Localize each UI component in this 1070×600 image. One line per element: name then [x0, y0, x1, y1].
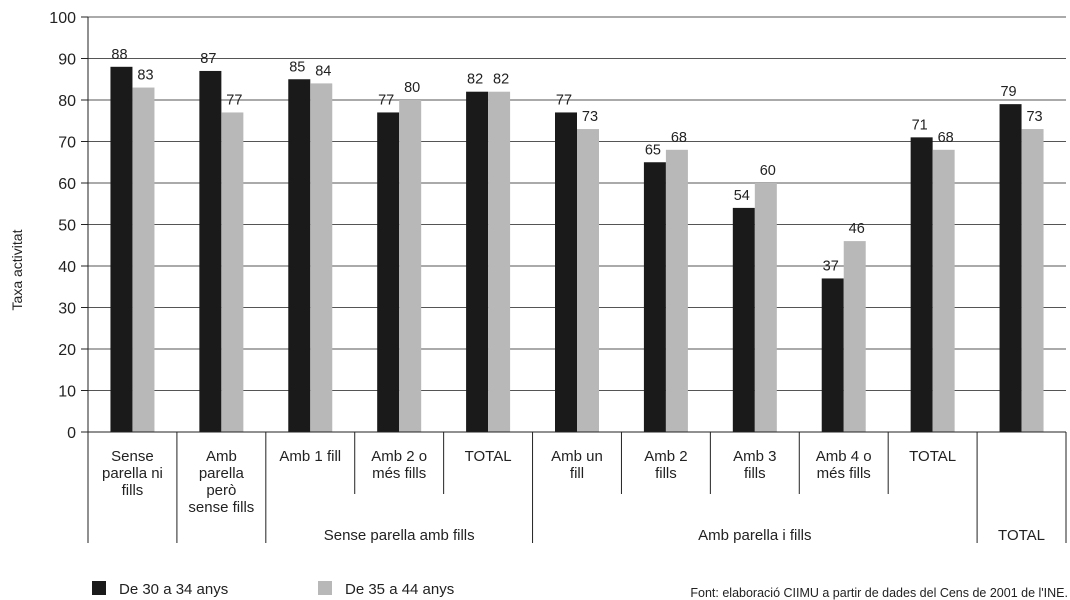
bar — [754, 183, 777, 432]
bar — [288, 79, 311, 432]
bar — [399, 100, 422, 432]
data-label: 68 — [938, 130, 954, 146]
bar — [555, 112, 577, 432]
data-label: 77 — [226, 92, 242, 108]
bar — [999, 104, 1022, 433]
bar — [310, 83, 333, 433]
data-label: 88 — [111, 47, 127, 63]
x-tick-label: fills — [744, 465, 766, 482]
bar — [1021, 129, 1044, 433]
y-tick-label: 30 — [58, 301, 76, 318]
x-tick-label: Amb 4 o — [816, 448, 872, 465]
x-group-label: Amb parella i fills — [698, 527, 811, 544]
bars: 88 83 87 77 85 84 77 80 82 82 77 73 65 68 54 60 37 46 71 68… — [110, 47, 1044, 433]
data-label: 80 — [404, 80, 420, 96]
y-tick-label: 80 — [58, 93, 76, 110]
bar — [110, 66, 133, 433]
y-axis-label: Taxa activitat — [9, 229, 25, 310]
data-label: 73 — [1026, 109, 1042, 125]
x-tick-label: sense fills — [188, 499, 254, 516]
x-tick-label: fills — [122, 482, 144, 499]
data-label: 83 — [137, 68, 153, 84]
x-tick-label: més fills — [372, 465, 426, 482]
data-label: 65 — [645, 142, 661, 158]
x-tick-label: Amb 3 — [733, 448, 776, 465]
y-tick-label: 20 — [58, 342, 76, 359]
legend-swatch — [92, 581, 106, 595]
bar — [910, 137, 933, 432]
bar — [221, 112, 244, 432]
x-tick-label: Amb 2 o — [371, 448, 427, 465]
x-tick-label: fills — [655, 465, 677, 482]
data-label: 82 — [467, 72, 483, 88]
x-tick-label: Amb 2 — [644, 448, 687, 465]
y-tick-label: 0 — [67, 425, 76, 442]
y-tick-label: 90 — [58, 52, 76, 69]
legend-label: De 35 a 44 anys — [345, 581, 454, 598]
x-group-label: Sense parella amb fills — [324, 527, 475, 544]
x-group-label: TOTAL — [998, 527, 1045, 544]
data-label: 77 — [556, 92, 572, 108]
bar — [643, 162, 666, 432]
bar — [665, 149, 688, 433]
x-tick-label: TOTAL — [465, 448, 512, 465]
y-tick-label: 60 — [58, 176, 76, 193]
data-label: 68 — [671, 130, 687, 146]
y-tick-label: 10 — [58, 384, 76, 401]
bar — [732, 207, 755, 432]
data-label: 77 — [378, 92, 394, 108]
x-tick-label: Amb 1 fill — [279, 448, 341, 465]
y-tick-label: 50 — [58, 218, 76, 235]
bar — [199, 70, 222, 432]
x-tick-label: fill — [570, 465, 584, 482]
data-label: 71 — [912, 117, 928, 133]
x-tick-label: Amb — [206, 448, 237, 465]
bar — [466, 91, 489, 432]
bar — [932, 149, 955, 433]
x-tick-label: parella — [199, 465, 245, 482]
x-tick-label: més fills — [817, 465, 871, 482]
x-tick-label: però — [206, 482, 236, 499]
source-note: Font: elaboració CIIMU a partir de dades… — [690, 586, 1068, 600]
data-label: 79 — [1000, 84, 1016, 100]
y-tick-label: 70 — [58, 135, 76, 152]
data-label: 84 — [315, 63, 331, 79]
bar — [377, 112, 400, 432]
y-tick-label: 100 — [49, 10, 76, 27]
data-label: 87 — [200, 51, 216, 67]
bar — [577, 129, 599, 433]
bar — [843, 241, 866, 432]
legend-swatch — [318, 581, 332, 595]
legend-label: De 30 a 34 anys — [119, 581, 228, 598]
data-label: 46 — [849, 221, 865, 237]
x-tick-label: TOTAL — [909, 448, 956, 465]
bar — [488, 91, 511, 432]
legend: De 30 a 34 anys De 35 a 44 anys — [92, 581, 454, 598]
data-label: 82 — [493, 72, 509, 88]
x-tick-label: Sense — [111, 448, 154, 465]
bar — [132, 87, 155, 433]
x-tick-label: Amb un — [551, 448, 603, 465]
y-axis: 0 10 20 30 40 50 60 70 80 90 100 — [49, 10, 89, 442]
bar — [821, 278, 844, 432]
x-tick-label: parella ni — [102, 465, 163, 482]
data-label: 85 — [289, 59, 305, 75]
data-label: 54 — [734, 188, 750, 204]
data-label: 37 — [823, 258, 839, 274]
data-label: 60 — [760, 163, 776, 179]
data-label: 73 — [582, 109, 598, 125]
y-tick-label: 40 — [58, 259, 76, 276]
